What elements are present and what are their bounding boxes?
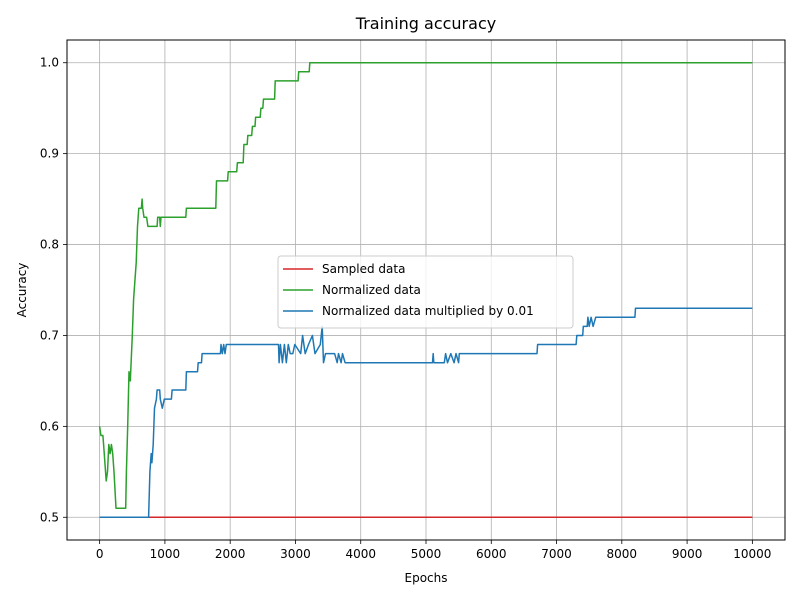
y-tick-label: 0.9 — [40, 147, 59, 161]
y-tick-label: 1.0 — [40, 56, 59, 70]
x-tick-label: 4000 — [345, 547, 376, 561]
y-tick-label: 0.6 — [40, 419, 59, 433]
y-axis-label: Accuracy — [15, 263, 29, 318]
series-line-2 — [99, 307, 753, 519]
x-axis-label: Epochs — [405, 571, 448, 585]
x-tick-label: 8000 — [607, 547, 638, 561]
y-tick-label: 0.7 — [40, 328, 59, 342]
series-lines — [98, 61, 753, 519]
x-tick-label: 10000 — [733, 547, 771, 561]
x-tick-label: 6000 — [476, 547, 507, 561]
x-tick-label: 9000 — [672, 547, 703, 561]
grid-lines — [67, 40, 785, 540]
legend-label: Normalized data multiplied by 0.01 — [322, 304, 534, 318]
series-line-1 — [98, 61, 753, 509]
y-tick-label: 0.5 — [40, 510, 59, 524]
x-tick-label: 2000 — [215, 547, 246, 561]
x-tick-label: 5000 — [411, 547, 442, 561]
axis-ticks: 0 1000 2000 3000 4000 5000 6000 7000 8000 9000 100… — [40, 56, 772, 561]
legend-box — [277, 255, 574, 329]
chart-title: Training accuracy — [355, 14, 496, 33]
x-tick-label: 1000 — [150, 547, 181, 561]
x-tick-label: 3000 — [280, 547, 311, 561]
legend: Sampled data Normalized data Normalized da… — [277, 255, 574, 329]
legend-label: Sampled data — [322, 262, 405, 276]
x-tick-label: 0 — [96, 547, 104, 561]
legend-label: Normalized data — [322, 283, 421, 297]
x-tick-label: 7000 — [541, 547, 572, 561]
y-tick-label: 0.8 — [40, 238, 59, 252]
